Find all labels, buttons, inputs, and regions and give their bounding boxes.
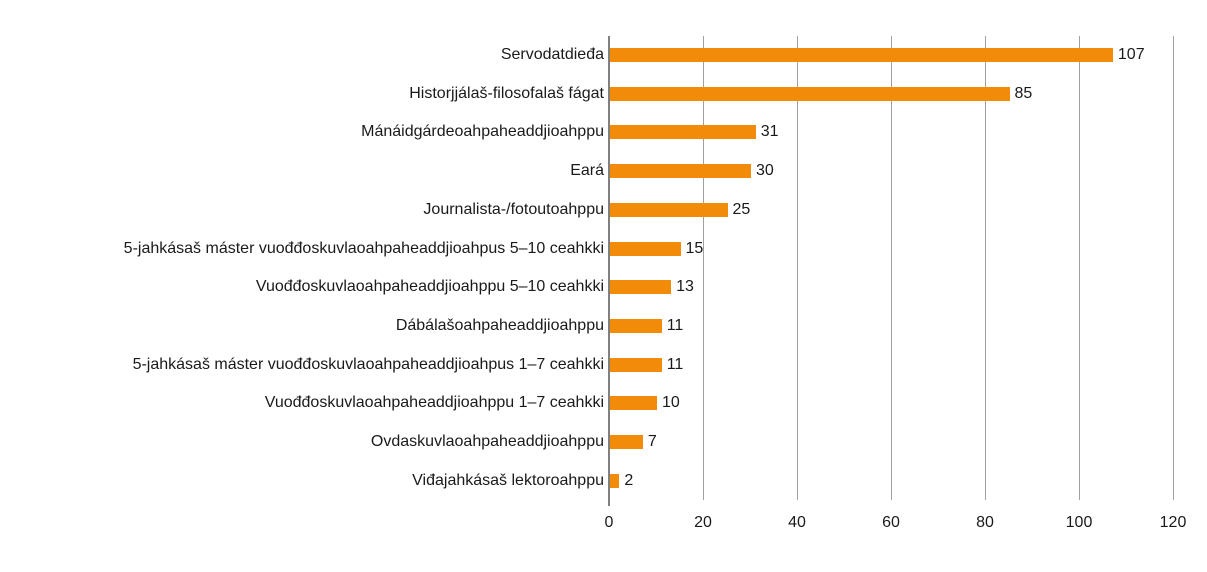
bar (610, 396, 657, 411)
bar (610, 473, 620, 488)
category-label: 5-jahkásaš máster vuođđoskuvlaoahpaheadd… (123, 239, 604, 257)
gridline (797, 36, 798, 500)
y-axis-line (608, 36, 610, 506)
gridline (1173, 36, 1174, 500)
bar (610, 280, 672, 295)
x-tick-label: 80 (976, 514, 994, 531)
data-value-label: 30 (756, 162, 774, 180)
data-value-label: 107 (1117, 46, 1145, 63)
category-label: 5-jahkásaš máster vuođđoskuvlaoahpaheadd… (132, 355, 604, 373)
data-value-label: 31 (760, 123, 779, 141)
x-tick-label: 120 (1159, 514, 1187, 531)
gridline (1079, 36, 1080, 500)
category-label: Viđajahkásaš lektoroahppu (412, 471, 604, 489)
category-label: Vuođđoskuvlaoahpaheaddjioahppu 1–7 ceahk… (264, 394, 604, 412)
category-label: Eará (570, 162, 604, 180)
data-value-label: 11 (666, 355, 684, 373)
category-label: Mánáidgárdeoahpaheaddjioahppu (361, 123, 604, 141)
bar (610, 164, 751, 179)
category-label: Servodatdieđa (500, 46, 604, 63)
data-value-label: 10 (662, 394, 680, 412)
category-label: Historjjálaš-filosofalaš fágat (409, 84, 604, 102)
bar (610, 241, 681, 256)
data-value-label: 13 (676, 278, 694, 296)
bar (610, 48, 1113, 62)
x-tick-label: 60 (882, 514, 900, 531)
bar (610, 86, 1010, 101)
category-label: Journalista-/fotoutoahppu (423, 200, 604, 218)
bar (610, 202, 728, 217)
bar (610, 318, 662, 333)
bar (610, 357, 662, 372)
data-value-label: 25 (732, 200, 751, 218)
data-value-label: 15 (685, 239, 704, 257)
gridline (891, 36, 892, 500)
x-tick-label: 0 (604, 514, 614, 531)
data-value-label: 85 (1014, 84, 1033, 102)
data-value-label: 2 (624, 471, 634, 489)
category-label: Ovdaskuvlaoahpaheaddjioahppu (370, 433, 604, 450)
x-tick-label: 40 (788, 514, 806, 531)
category-label: Dábálašoahpaheaddjioahppu (395, 316, 604, 334)
data-value-label: 11 (666, 316, 684, 334)
gridline (703, 36, 704, 500)
category-label: Vuođđoskuvlaoahpaheaddjioahppu 5–10 ceah… (255, 278, 604, 296)
gridline (985, 36, 986, 500)
data-value-label: 7 (647, 433, 657, 450)
bar (610, 125, 756, 140)
x-tick-label: 20 (694, 514, 712, 531)
bar (610, 435, 643, 449)
x-tick-label: 100 (1065, 514, 1093, 531)
